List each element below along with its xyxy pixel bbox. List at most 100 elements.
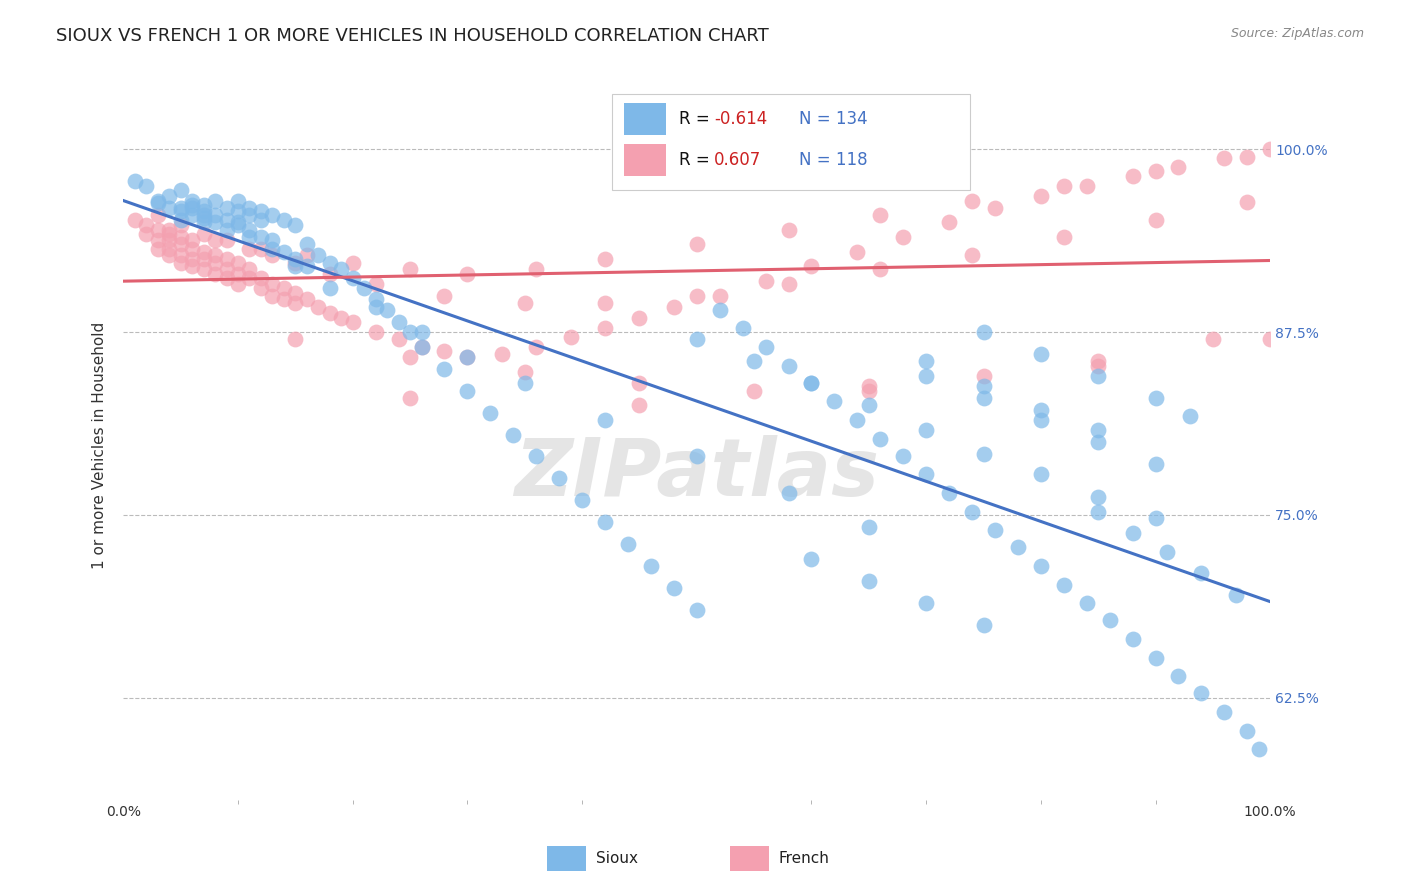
- Point: [1029, 189, 1052, 203]
- Point: [686, 237, 709, 252]
- Point: [124, 212, 146, 227]
- Point: [800, 260, 823, 274]
- Point: [938, 486, 960, 500]
- Text: ZIPatlas: ZIPatlas: [515, 435, 879, 513]
- Point: [1029, 467, 1052, 481]
- Point: [204, 233, 226, 247]
- Point: [364, 300, 387, 314]
- Point: [973, 379, 995, 393]
- Point: [226, 267, 249, 281]
- Point: [215, 271, 238, 285]
- Point: [169, 237, 191, 252]
- Text: SIOUX VS FRENCH 1 OR MORE VEHICLES IN HOUSEHOLD CORRELATION CHART: SIOUX VS FRENCH 1 OR MORE VEHICLES IN HO…: [56, 27, 769, 45]
- Point: [1122, 525, 1144, 540]
- Point: [686, 450, 709, 464]
- Point: [238, 262, 260, 277]
- Text: N = 134: N = 134: [799, 110, 868, 128]
- Point: [364, 277, 387, 291]
- Point: [593, 252, 616, 266]
- Point: [755, 340, 778, 354]
- Point: [135, 227, 157, 242]
- Point: [709, 303, 731, 318]
- Point: [524, 262, 547, 277]
- Point: [915, 467, 938, 481]
- Point: [800, 551, 823, 566]
- Point: [262, 288, 284, 302]
- Point: [1144, 164, 1167, 178]
- Point: [181, 208, 204, 222]
- Point: [778, 223, 800, 237]
- Point: [1053, 178, 1076, 193]
- Point: [215, 252, 238, 266]
- Point: [157, 223, 180, 237]
- Point: [456, 267, 478, 281]
- Point: [1247, 742, 1270, 756]
- Point: [1144, 391, 1167, 405]
- Text: R =: R =: [679, 151, 716, 169]
- Point: [319, 256, 342, 270]
- Point: [204, 247, 226, 261]
- Point: [226, 194, 249, 208]
- Point: [157, 247, 180, 261]
- Point: [330, 310, 353, 325]
- Text: Source: ZipAtlas.com: Source: ZipAtlas.com: [1230, 27, 1364, 40]
- Point: [157, 242, 180, 256]
- Point: [1191, 686, 1213, 700]
- Point: [364, 325, 387, 339]
- Point: [146, 233, 169, 247]
- Point: [973, 446, 995, 460]
- Point: [1122, 632, 1144, 647]
- Point: [973, 617, 995, 632]
- Point: [204, 267, 226, 281]
- Point: [1098, 613, 1121, 627]
- Point: [800, 376, 823, 391]
- Point: [204, 256, 226, 270]
- Point: [238, 223, 260, 237]
- Point: [1087, 505, 1109, 519]
- Point: [181, 198, 204, 212]
- Point: [731, 320, 754, 334]
- Point: [709, 288, 731, 302]
- Point: [181, 233, 204, 247]
- Text: Sioux: Sioux: [596, 851, 638, 865]
- Point: [858, 574, 880, 588]
- Point: [157, 227, 180, 242]
- Point: [456, 350, 478, 364]
- Point: [1144, 212, 1167, 227]
- Point: [628, 398, 651, 412]
- Point: [169, 256, 191, 270]
- Point: [869, 262, 891, 277]
- Point: [135, 219, 157, 233]
- Point: [169, 219, 191, 233]
- Point: [284, 260, 307, 274]
- Point: [778, 486, 800, 500]
- Point: [778, 359, 800, 373]
- Point: [169, 201, 191, 215]
- Point: [193, 198, 215, 212]
- Point: [593, 320, 616, 334]
- Point: [1167, 669, 1189, 683]
- Point: [755, 274, 778, 288]
- Point: [513, 365, 536, 379]
- Point: [891, 230, 914, 244]
- Point: [387, 315, 409, 329]
- Point: [330, 262, 353, 277]
- Point: [960, 505, 983, 519]
- Point: [1144, 511, 1167, 525]
- Point: [1144, 651, 1167, 665]
- Point: [193, 208, 215, 222]
- Point: [858, 519, 880, 533]
- Point: [411, 325, 433, 339]
- Point: [858, 379, 880, 393]
- Point: [1156, 544, 1178, 558]
- Point: [215, 262, 238, 277]
- Point: [869, 432, 891, 446]
- Point: [238, 230, 260, 244]
- Point: [295, 237, 318, 252]
- Point: [169, 247, 191, 261]
- Point: [399, 262, 422, 277]
- Point: [502, 427, 524, 442]
- Point: [375, 303, 398, 318]
- Point: [238, 208, 260, 222]
- Text: R =: R =: [679, 110, 716, 128]
